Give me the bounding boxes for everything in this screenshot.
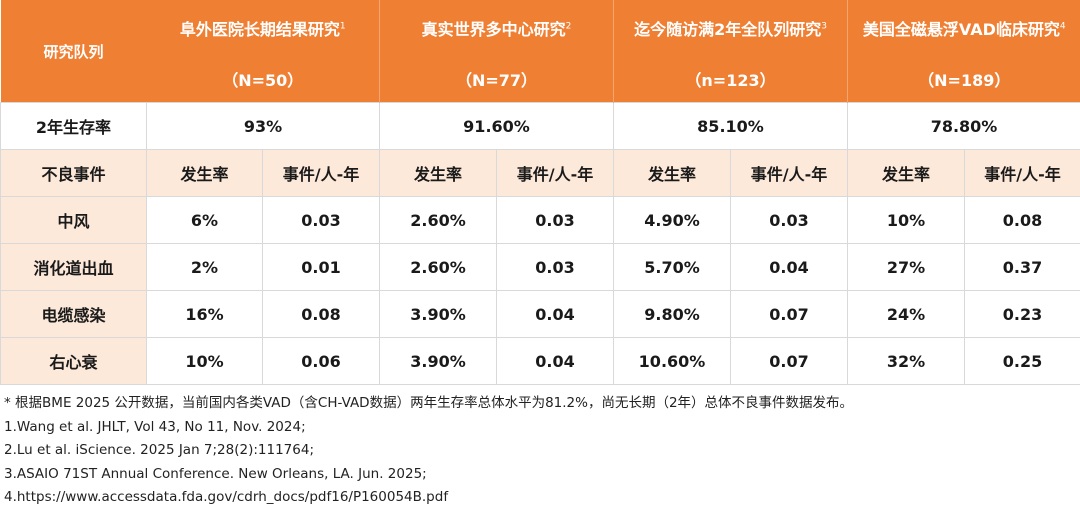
header-title-row: 研究队列 阜外医院长期结果研究1 真实世界多中心研究2 迄今随访满2年全队列研究… (0, 0, 1080, 103)
table-cell: 32% (847, 337, 965, 385)
column-header: 发生率 (379, 149, 497, 197)
table-cell: 0.08 (963, 196, 1080, 244)
study-sample-size: （N=189） (846, 56, 1080, 103)
survival-value: 91.60% (379, 102, 614, 150)
row-label: 消化道出血 (0, 243, 147, 291)
survival-value: 78.80% (846, 102, 1080, 150)
table-cell: 16% (146, 290, 263, 338)
table-cell: 0.04 (496, 337, 614, 385)
study-sample-size: （n=123） (613, 56, 848, 103)
table-cell: 0.01 (262, 243, 380, 291)
reference-item: 2.Lu et al. iScience. 2025 Jan 7;28(2):1… (4, 442, 314, 458)
table-cell: 0.03 (730, 196, 848, 244)
header-n-row: （N=50） （N=77） （n=123） （N=189） (1, 56, 1080, 103)
column-header: 发生率 (847, 149, 965, 197)
table-cell: 9.80% (613, 290, 731, 338)
corner-label: 研究队列 (0, 0, 147, 103)
study-title: 阜外医院长期结果研究1 (146, 0, 380, 56)
subheader-row: 不良事件 发生率 事件/人-年 发生率 事件/人-年 发生率 事件/人-年 发生… (0, 149, 1080, 197)
study-sample-size: （N=77） (379, 56, 614, 103)
row-label: 不良事件 (0, 149, 147, 197)
table-cell: 0.06 (262, 337, 380, 385)
study-sample-size: （N=50） (146, 56, 380, 103)
reference-item: 4.https://www.accessdata.fda.gov/cdrh_do… (4, 489, 449, 505)
table-cell: 0.03 (496, 243, 614, 291)
reference-item: 1.Wang et al. JHLT, Vol 43, No 11, Nov. … (4, 418, 306, 435)
table-cell: 0.23 (963, 290, 1080, 338)
column-header: 发生率 (146, 149, 263, 197)
table-cell: 24% (847, 290, 965, 338)
table-cell: 0.03 (496, 196, 614, 244)
table-cell: 3.90% (379, 337, 497, 385)
table-cell: 27% (847, 243, 965, 291)
table-row: 右心衰 10% 0.06 3.90% 0.04 10.60% 0.07 32% … (0, 337, 1080, 385)
table-cell: 0.08 (262, 290, 380, 338)
table-row: 消化道出血 2% 0.01 2.60% 0.03 5.70% 0.04 27% … (0, 243, 1080, 291)
table-cell: 10% (146, 337, 263, 385)
column-header: 事件/人-年 (262, 149, 380, 197)
table-cell: 0.25 (963, 337, 1080, 385)
row-label: 中风 (0, 196, 147, 244)
footnotes: * 根据BME 2025 公开数据，当前国内各类VAD（含CH-VAD数据）两年… (4, 392, 1074, 510)
column-header: 发生率 (613, 149, 731, 197)
comparison-table: 研究队列 阜外医院长期结果研究1 真实世界多中心研究2 迄今随访满2年全队列研究… (0, 0, 1080, 385)
table-cell: 2% (146, 243, 263, 291)
table-cell: 0.07 (730, 337, 848, 385)
table-cell: 2.60% (379, 196, 497, 244)
table-cell: 4.90% (613, 196, 731, 244)
survival-value: 93% (146, 102, 380, 150)
table-cell: 3.90% (379, 290, 497, 338)
row-label: 电缆感染 (0, 290, 147, 338)
survival-row: 2年生存率 93% 91.60% 85.10% 78.80% (0, 102, 1080, 150)
study-title: 迄今随访满2年全队列研究3 (613, 0, 848, 56)
table-cell: 0.07 (730, 290, 848, 338)
table-cell: 0.37 (963, 243, 1080, 291)
row-label: 右心衰 (0, 337, 147, 385)
table-cell: 10.60% (613, 337, 731, 385)
study-title: 美国全磁悬浮VAD临床研究4 (846, 0, 1080, 56)
table-cell: 0.03 (262, 196, 380, 244)
table-cell: 0.04 (496, 290, 614, 338)
table-cell: 2.60% (379, 243, 497, 291)
table-cell: 6% (146, 196, 263, 244)
table-row: 电缆感染 16% 0.08 3.90% 0.04 9.80% 0.07 24% … (0, 290, 1080, 338)
table-cell: 5.70% (613, 243, 731, 291)
table-cell: 10% (847, 196, 965, 244)
reference-item: 3.ASAIO 71ST Annual Conference. New Orle… (4, 465, 427, 482)
column-header: 事件/人-年 (730, 149, 848, 197)
survival-value: 85.10% (613, 102, 848, 150)
column-header: 事件/人-年 (496, 149, 614, 197)
table-cell: 0.04 (730, 243, 848, 291)
study-title: 真实世界多中心研究2 (379, 0, 614, 56)
table-row: 中风 6% 0.03 2.60% 0.03 4.90% 0.03 10% 0.0… (0, 196, 1080, 244)
row-label: 2年生存率 (0, 102, 147, 150)
column-header: 事件/人-年 (963, 149, 1080, 197)
footnote-disclaimer: * 根据BME 2025 公开数据，当前国内各类VAD（含CH-VAD数据）两年… (4, 395, 854, 411)
